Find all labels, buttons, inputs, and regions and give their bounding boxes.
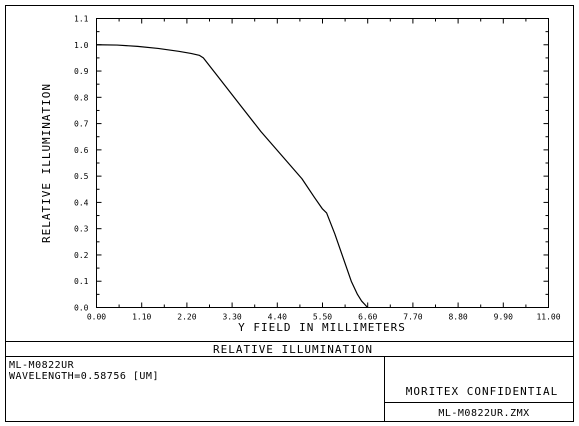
y-tick-label: 1.0 [74,41,89,50]
wavelength: WAVELENGTH=0.58756 [UM] [9,371,159,382]
x-tick-label: 4.40 [268,313,287,322]
y-tick-label: 0.8 [74,93,89,102]
axis-ticks [96,18,549,308]
y-tick-label: 0.1 [74,277,89,286]
y-tick-label: 0.7 [74,120,89,129]
x-tick-label: 0.00 [87,313,106,322]
y-tick-label: 1.1 [74,15,89,24]
series-layer [96,44,369,308]
x-axis-label: Y FIELD IN MILLIMETERS [238,321,406,334]
x-tick-label: 8.80 [448,313,467,322]
y-tick-label: 0.5 [74,172,89,181]
y-tick-label: 0.2 [74,251,89,260]
plot-area [96,18,549,308]
x-tick-label: 2.20 [177,313,196,322]
series-line-0 [96,44,369,308]
lens-name: ML-M0822UR [9,360,75,371]
x-tick-label: 7.70 [403,313,422,322]
y-tick-label: 0.0 [74,304,89,313]
x-tick-label: 5.50 [313,313,332,322]
file-name: ML-M0822UR.ZMX [438,408,529,419]
y-axis-label: RELATIVE ILLUMINATION [40,83,53,243]
axis-tick-labels: 0.00 1.10 2.20 3.30 4.40 5.50 6.60 7.70 8.80 9.90… [74,15,561,322]
x-tick-label: 3.30 [222,313,241,322]
footer-caption: RELATIVE ILLUMINATION [213,343,373,356]
company-label: MORITEX CONFIDENTIAL [406,385,558,398]
x-tick-label: 1.10 [132,313,151,322]
x-tick-label: 6.60 [358,313,377,322]
y-tick-label: 0.3 [74,225,89,234]
x-tick-label: 9.90 [494,313,513,322]
outer-frame [5,5,574,422]
y-tick-label: 0.4 [74,198,89,207]
y-tick-label: 0.6 [74,146,89,155]
x-tick-label: 11.00 [536,313,560,322]
y-tick-label: 0.9 [74,67,89,76]
